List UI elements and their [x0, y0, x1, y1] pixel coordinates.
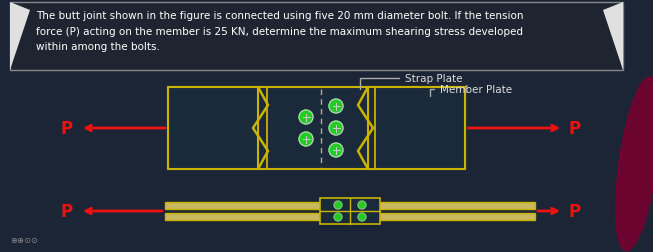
Circle shape [334, 213, 342, 221]
Ellipse shape [616, 78, 653, 251]
Bar [165, 202, 535, 209]
Circle shape [334, 201, 342, 209]
Circle shape [299, 111, 313, 124]
Text: P: P [61, 119, 73, 137]
Text: P: P [568, 119, 580, 137]
Bar [368, 88, 465, 169]
Text: P: P [61, 202, 73, 220]
Bar [165, 213, 535, 220]
Text: P: P [568, 202, 580, 220]
Text: Strap Plate: Strap Plate [360, 74, 462, 90]
Bar [10, 3, 623, 71]
Bar [168, 88, 258, 169]
Circle shape [329, 100, 343, 114]
Circle shape [358, 201, 366, 209]
Polygon shape [10, 3, 30, 71]
Circle shape [329, 143, 343, 158]
Bar [320, 198, 380, 224]
Circle shape [299, 133, 313, 146]
Bar [168, 88, 465, 169]
Text: Member Plate: Member Plate [430, 85, 512, 97]
Circle shape [329, 121, 343, 136]
Polygon shape [603, 3, 623, 71]
Text: ⊕⊕⊙⊙: ⊕⊕⊙⊙ [10, 235, 38, 244]
Circle shape [358, 213, 366, 221]
Text: The butt joint shown in the figure is connected using five 20 mm diameter bolt. : The butt joint shown in the figure is co… [36, 11, 524, 52]
Bar [267, 88, 375, 169]
